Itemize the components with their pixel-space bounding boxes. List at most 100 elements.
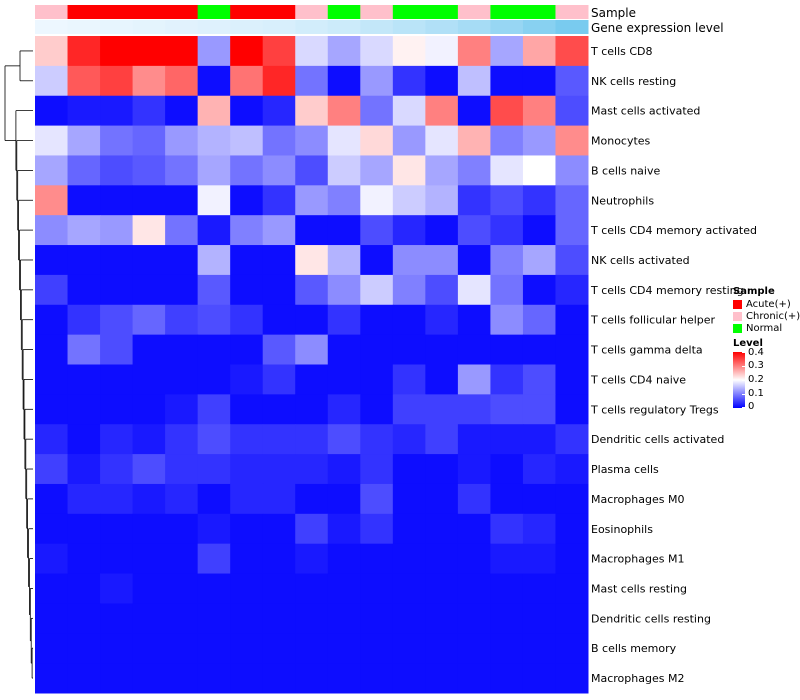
heatmap-cell — [132, 483, 166, 515]
heatmap-cell — [262, 36, 296, 67]
heatmap-cell — [35, 424, 69, 455]
heatmap-cell — [67, 603, 101, 634]
heatmap-cell — [522, 483, 556, 515]
heatmap-cell — [392, 663, 426, 694]
heatmap-cell — [35, 155, 69, 186]
heatmap-cell — [490, 125, 524, 156]
row-label: Macrophages M0 — [591, 493, 684, 506]
heatmap-cell — [555, 513, 589, 545]
heatmap-cell — [230, 513, 264, 545]
expression-annotation-cell — [295, 20, 329, 34]
heatmap-cell — [100, 185, 134, 216]
heatmap-cell — [522, 573, 556, 604]
heatmap-cell — [100, 95, 134, 127]
heatmap-cell — [165, 215, 199, 246]
heatmap-cell — [100, 65, 134, 97]
heatmap-cell — [522, 245, 556, 276]
heatmap-cell — [295, 274, 329, 306]
expression-annotation-cell — [35, 20, 69, 34]
heatmap-cell — [360, 364, 394, 395]
heatmap-cell — [457, 483, 491, 515]
heatmap-cell — [67, 454, 101, 485]
heatmap-cell — [262, 185, 296, 216]
heatmap-cell — [457, 95, 491, 127]
heatmap-cell — [425, 245, 459, 276]
level-tick-0: 0.4 — [748, 347, 764, 358]
heatmap-cell — [425, 663, 459, 694]
heatmap-cell — [425, 394, 459, 425]
heatmap-cell — [100, 125, 134, 156]
heatmap-cell — [490, 65, 524, 97]
heatmap-cell — [425, 364, 459, 395]
expression-annotation-cell — [425, 20, 459, 34]
heatmap-cell — [522, 155, 556, 186]
heatmap-cell — [457, 65, 491, 97]
heatmap-cell — [197, 573, 231, 604]
heatmap-cell — [165, 65, 199, 97]
heatmap-cell — [230, 633, 264, 664]
row-label: T cells follicular helper — [590, 314, 716, 327]
heatmap-cell — [35, 394, 69, 425]
heatmap-cell — [360, 125, 394, 156]
heatmap-cell — [295, 633, 329, 664]
heatmap-cell — [555, 364, 589, 395]
heatmap-cell — [67, 95, 101, 127]
heatmap-cell — [425, 424, 459, 455]
heatmap-cell — [35, 513, 69, 545]
level-legend: Level 0.4 0.3 0.2 0.1 0 — [733, 338, 764, 420]
heatmap-cell — [262, 334, 296, 365]
heatmap-cell — [230, 65, 264, 97]
heatmap-cell — [392, 543, 426, 575]
heatmap-cell — [132, 95, 166, 127]
heatmap-cell — [165, 483, 199, 515]
sample-annotation-cell — [457, 5, 491, 19]
heatmap-cell — [327, 364, 361, 395]
heatmap-cell — [392, 633, 426, 664]
heatmap-cell — [425, 65, 459, 97]
heatmap-cell — [132, 125, 166, 156]
heatmap-cell — [197, 65, 231, 97]
heatmap-cell — [35, 36, 69, 67]
row-label: Mast cells resting — [591, 582, 687, 595]
heatmap-cell — [522, 454, 556, 485]
heatmap-cell — [555, 483, 589, 515]
heatmap-cell — [35, 573, 69, 604]
heatmap-cell — [197, 215, 231, 246]
heatmap-cell — [457, 36, 491, 67]
heatmap-cell — [230, 663, 264, 694]
heatmap-cell — [197, 155, 231, 186]
heatmap-cell — [360, 633, 394, 664]
heatmap-cell — [327, 274, 361, 306]
heatmap-cell — [35, 334, 69, 365]
heatmap-cell — [165, 95, 199, 127]
heatmap-cell — [230, 185, 264, 216]
heatmap-cell — [67, 185, 101, 216]
heatmap-cell — [522, 513, 556, 545]
heatmap-cell — [165, 36, 199, 67]
row-label: NK cells resting — [591, 75, 676, 88]
heatmap-cell — [230, 334, 264, 365]
heatmap-cell — [100, 424, 134, 455]
expression-annotation-cell — [197, 20, 231, 34]
heatmap-cell — [457, 215, 491, 246]
row-label: Plasma cells — [591, 463, 659, 476]
heatmap-cell — [360, 603, 394, 634]
row-label: Dendritic cells activated — [591, 433, 724, 446]
heatmap-cell — [457, 603, 491, 634]
heatmap-cell — [230, 573, 264, 604]
expression-annotation-cell — [67, 20, 101, 34]
heatmap-cell — [555, 424, 589, 455]
sample-annotation-cell — [360, 5, 394, 19]
sample-annotation-cell — [197, 5, 231, 19]
heatmap-cell — [392, 334, 426, 365]
row-label: T cells CD4 memory activated — [590, 224, 757, 237]
heatmap-cell — [490, 185, 524, 216]
heatmap-cell — [67, 36, 101, 67]
heatmap-cell — [555, 663, 589, 694]
heatmap-cell — [555, 155, 589, 186]
heatmap-cell — [457, 364, 491, 395]
heatmap-cell — [425, 483, 459, 515]
heatmap-cell — [425, 274, 459, 306]
sample-legend-item-acute: Acute(+) — [733, 298, 800, 310]
row-label: B cells memory — [591, 642, 677, 655]
